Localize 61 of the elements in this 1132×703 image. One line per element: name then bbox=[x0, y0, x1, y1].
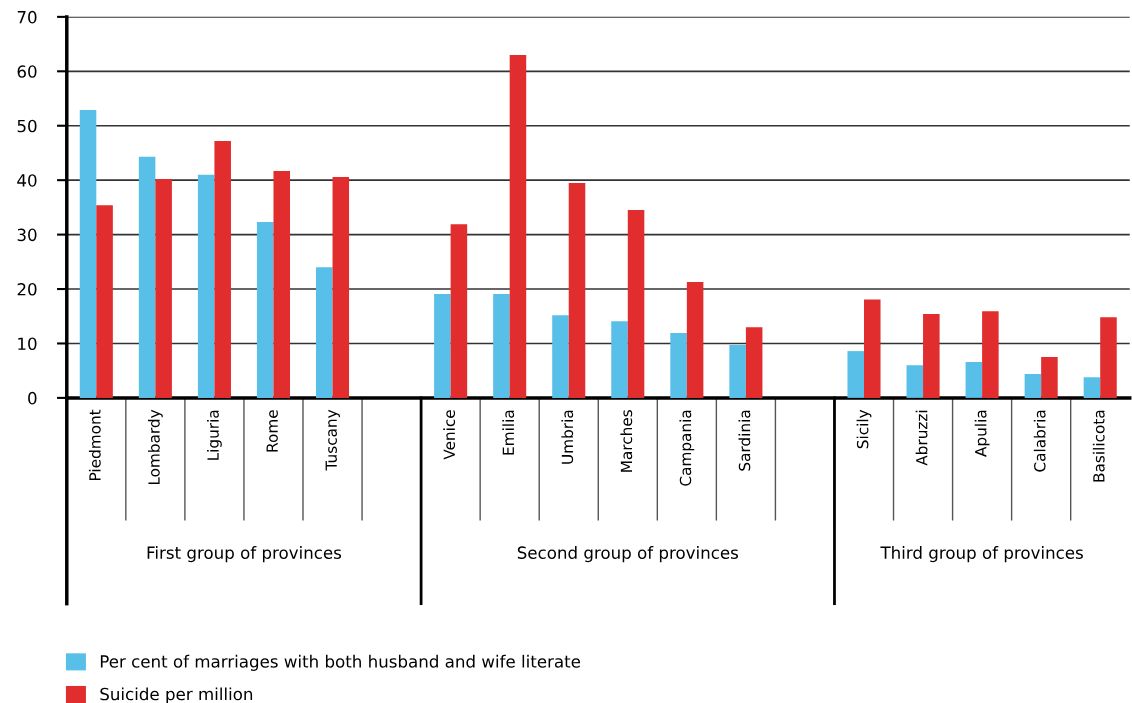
bar bbox=[906, 365, 924, 398]
bar bbox=[568, 182, 586, 398]
text: Third group of provinces bbox=[880, 546, 1083, 563]
bar bbox=[965, 361, 983, 398]
x-tick-label: Basilicota bbox=[1092, 410, 1105, 482]
y-tick-label: 20 bbox=[17, 283, 37, 296]
y-tick-label: 60 bbox=[17, 65, 37, 78]
bar bbox=[493, 293, 510, 398]
bar bbox=[315, 267, 333, 398]
bar bbox=[1083, 377, 1101, 398]
bar bbox=[1024, 373, 1042, 398]
x-tick-label: Tuscany bbox=[325, 409, 340, 471]
x-tick-label: Apulia bbox=[974, 410, 990, 457]
bar bbox=[627, 210, 645, 398]
bar bbox=[552, 315, 569, 398]
bar bbox=[434, 293, 451, 398]
x-tick-label: Piedmont bbox=[88, 409, 101, 480]
bar bbox=[138, 156, 156, 398]
y-tick-label: 0 bbox=[28, 391, 37, 405]
x-tick-label: Campania bbox=[679, 410, 695, 486]
bar bbox=[1100, 317, 1117, 398]
bar bbox=[79, 109, 97, 398]
x-tick-label: Lombardy bbox=[147, 409, 163, 485]
bar bbox=[155, 179, 172, 398]
bar bbox=[197, 174, 215, 398]
bar bbox=[923, 314, 940, 398]
bar bbox=[332, 176, 350, 398]
x-tick-label: Umbria bbox=[561, 410, 574, 464]
bar bbox=[509, 54, 527, 398]
x-tick-label: Marches bbox=[620, 410, 633, 472]
x-tick-label: Abruzzi bbox=[915, 410, 928, 466]
y-tick-label: 40 bbox=[17, 174, 37, 187]
legend-label: Suicide per million bbox=[100, 687, 253, 703]
bar bbox=[729, 345, 746, 398]
bar bbox=[256, 222, 274, 398]
bar bbox=[745, 327, 763, 398]
x-tick-label: Rome bbox=[266, 410, 278, 452]
bar bbox=[96, 205, 113, 398]
text: First group of provinces bbox=[147, 546, 342, 563]
bar bbox=[450, 224, 468, 398]
bar bbox=[670, 333, 687, 398]
bar bbox=[273, 170, 291, 398]
text: Second group of provinces bbox=[517, 546, 739, 563]
x-tick-label: Sicily bbox=[856, 409, 872, 449]
x-tick-label: Liguria bbox=[207, 410, 222, 460]
bar bbox=[982, 311, 999, 398]
x-tick-label: Venice bbox=[443, 410, 456, 460]
bar bbox=[611, 321, 628, 398]
bar bbox=[214, 140, 231, 398]
bar bbox=[847, 351, 864, 398]
x-tick-label: Sardinia bbox=[738, 410, 751, 471]
legend-label: Per cent of marriages with both husband and wife literate bbox=[100, 654, 581, 671]
bar bbox=[864, 299, 881, 398]
y-tick-label: 30 bbox=[17, 228, 37, 242]
y-tick-label: 50 bbox=[17, 119, 37, 133]
x-tick-label: Calabria bbox=[1033, 410, 1046, 472]
bar bbox=[1041, 357, 1058, 398]
x-tick-label: Emilia bbox=[502, 410, 515, 455]
bar bbox=[686, 281, 704, 398]
y-tick-label: 10 bbox=[18, 337, 37, 351]
y-tick-label: 70 bbox=[17, 10, 37, 24]
